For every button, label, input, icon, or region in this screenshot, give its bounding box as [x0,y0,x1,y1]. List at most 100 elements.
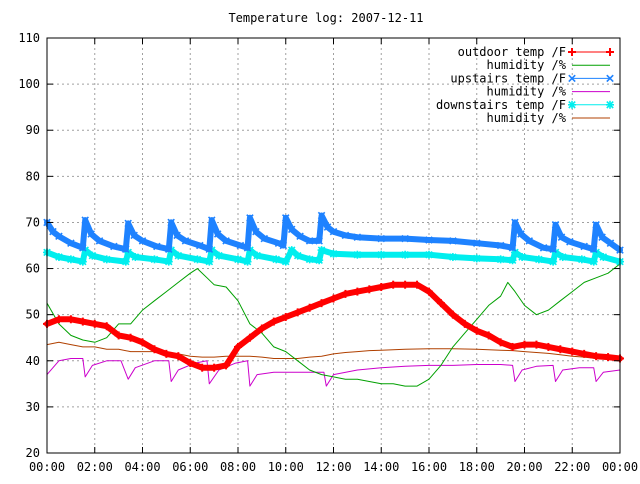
data-point [281,312,290,321]
data-point [138,237,147,245]
data-point [102,322,111,331]
legend-marker [606,74,614,83]
data-point [150,255,159,264]
y-tick-label: 30 [26,400,40,414]
data-point [377,283,386,291]
series-3 [46,358,621,387]
data-point [181,237,190,245]
data-point [78,257,87,266]
data-point [517,230,525,238]
data-point [566,238,574,246]
data-point [557,233,566,241]
data-point [425,250,433,259]
x-tick-label: 20:00 [506,460,542,474]
legend-marker [568,100,576,109]
data-point [252,227,260,236]
data-point [511,218,519,227]
data-point [124,219,132,228]
data-point [389,280,398,289]
data-point [131,253,140,262]
data-point [532,340,541,349]
data-point [580,242,588,251]
data-point [508,342,517,351]
data-point [54,253,63,262]
data-point [544,342,553,351]
data-point [186,359,195,368]
y-tick-label: 50 [26,308,40,322]
data-point [305,237,314,245]
series-line [46,263,621,387]
data-point [401,280,410,289]
chart-title: Temperature log: 2007-12-11 [228,11,423,25]
data-point [520,340,529,349]
legend-entry: humidity /% [487,58,610,72]
data-point [401,234,409,243]
legend-marker [568,48,576,56]
data-point [205,257,214,266]
x-tick-label: 16:00 [411,460,447,474]
legend-label: humidity /% [487,58,567,72]
data-point [193,255,202,264]
data-point [580,349,589,358]
data-point [448,310,457,319]
data-point [293,251,302,260]
data-point [234,342,242,351]
data-point [599,253,608,262]
data-point [272,255,281,264]
data-point [508,244,517,252]
data-point [79,244,87,252]
y-tick-label: 20 [26,446,40,460]
data-point [534,255,543,264]
data-point [317,211,326,220]
data-point [236,241,245,250]
data-point [210,363,219,372]
data-point [253,251,262,260]
legend-marker [568,74,576,83]
y-tick-label: 70 [26,215,40,229]
data-point [87,230,95,238]
data-point [164,245,173,253]
data-point [173,231,181,240]
data-point [496,255,505,264]
data-point [130,231,138,240]
data-point [243,244,252,252]
series-0 [43,280,624,372]
series-1 [46,263,621,387]
legend-label: downstairs temp /F [436,98,566,112]
data-point [377,234,386,243]
data-point [472,326,481,335]
data-point [353,287,362,296]
data-point [222,361,231,370]
data-point [174,251,183,260]
series-line [46,341,621,362]
legend-marker [606,100,614,109]
data-point [315,237,323,245]
grid-layer [47,38,620,453]
data-point [549,257,558,266]
data-point [315,256,324,265]
y-tick-label: 90 [26,123,40,137]
data-point [323,223,332,231]
x-tick-label: 06:00 [172,460,208,474]
data-point [589,245,598,253]
data-point [246,214,254,222]
data-point [55,232,63,241]
legend-entry: upstairs temp /F [450,71,614,85]
data-point [525,237,534,245]
data-point [329,227,338,236]
data-point [568,347,577,356]
series-2 [43,211,624,254]
data-point [114,331,123,340]
data-point [413,280,422,289]
data-point [341,231,350,240]
x-tick-label: 08:00 [220,460,256,474]
data-point [436,299,445,308]
x-tick-label: 00:00 [29,460,65,474]
data-point [518,253,527,262]
legend-entry: humidity /% [487,111,610,125]
data-point [425,287,433,296]
x-tick-label: 18:00 [459,460,495,474]
x-tick-label: 10:00 [268,460,304,474]
data-point [234,255,242,264]
data-point [401,250,410,259]
